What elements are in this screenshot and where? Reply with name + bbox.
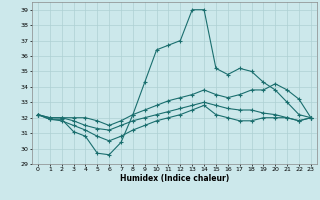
X-axis label: Humidex (Indice chaleur): Humidex (Indice chaleur): [120, 174, 229, 183]
